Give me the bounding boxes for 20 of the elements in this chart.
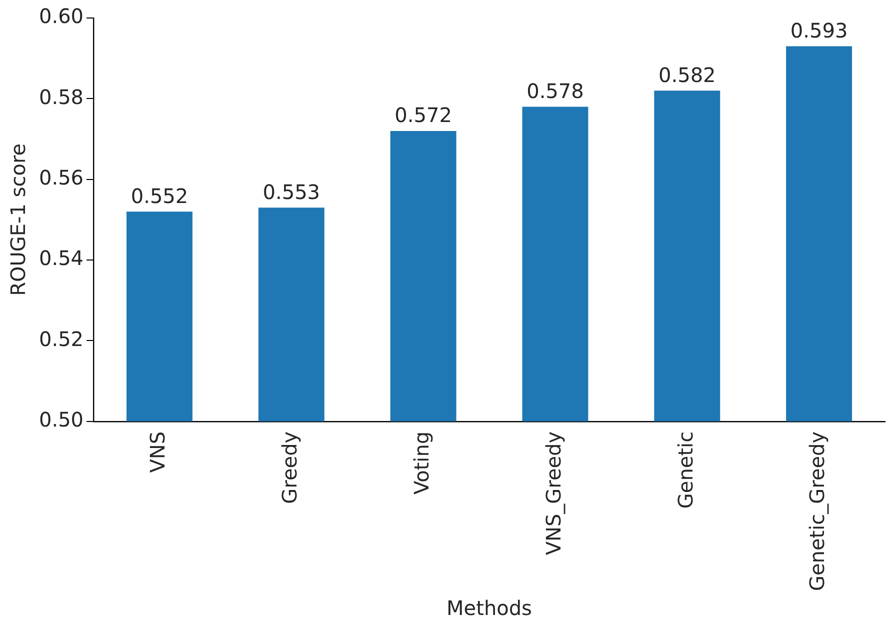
y-tick-label: 0.54	[39, 246, 84, 270]
x-tick-label: Genetic	[673, 431, 698, 509]
x-tick-label: Voting	[410, 431, 434, 495]
y-axis-title: ROUGE-1 score	[6, 143, 30, 296]
x-tick-label: Greedy	[278, 431, 302, 504]
data-label: 0.582	[658, 62, 716, 87]
data-label: 0.572	[394, 103, 452, 128]
y-tick-label: 0.58	[39, 84, 84, 109]
y-tick-label: 0.52	[39, 326, 84, 351]
data-label: 0.553	[262, 180, 320, 204]
x-tick-label: VNS_Greedy	[541, 431, 566, 556]
x-tick-label: Genetic_Greedy	[805, 431, 830, 592]
data-label: 0.578	[526, 78, 584, 103]
x-axis-title: Methods	[446, 596, 532, 620]
y-tick-label: 0.56	[39, 166, 84, 190]
data-label: 0.593	[790, 18, 848, 42]
data-label: 0.552	[130, 184, 188, 208]
y-tick-label: 0.50	[39, 408, 84, 432]
y-tick-label: 0.60	[39, 4, 84, 28]
x-tick-label: VNS	[146, 431, 170, 473]
